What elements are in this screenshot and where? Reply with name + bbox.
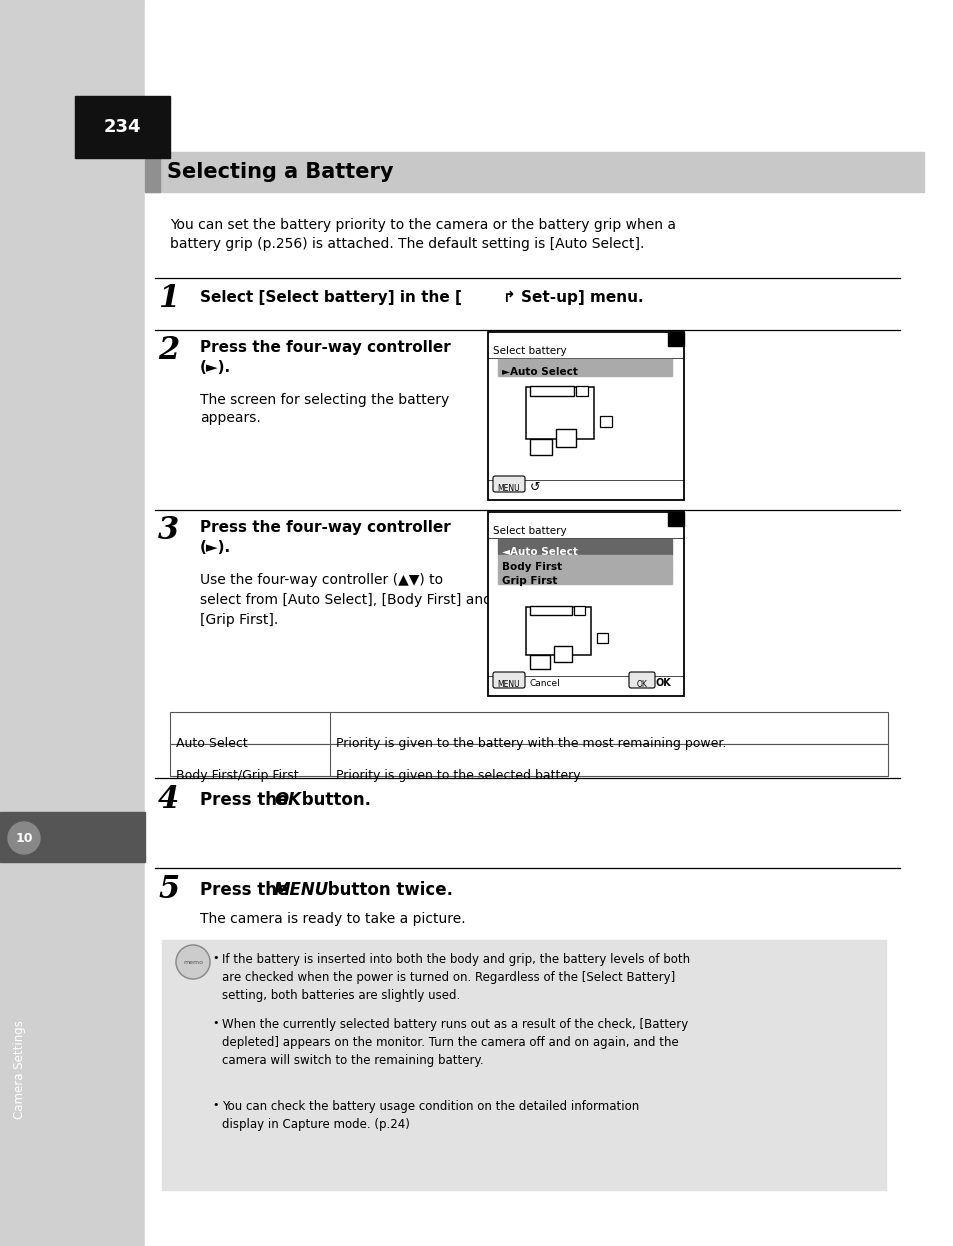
Bar (170, 711, 887, 744)
Text: OK: OK (636, 680, 647, 689)
Text: Use the four-way controller (▲▼) to
select from [Auto Select], [Body First] and
: Use the four-way controller (▲▼) to sele… (200, 573, 492, 627)
Text: ►Auto Select: ►Auto Select (501, 368, 578, 378)
Text: Press the four-way controller: Press the four-way controller (200, 340, 450, 355)
Bar (525, 607, 590, 655)
Text: Press the four-way controller: Press the four-way controller (200, 520, 450, 535)
Text: Selecting a Battery: Selecting a Battery (167, 162, 393, 182)
Bar (75, 96, 170, 158)
Circle shape (8, 822, 40, 854)
Text: •: • (212, 1100, 218, 1110)
Text: OK: OK (274, 791, 301, 809)
Text: Select battery: Select battery (493, 526, 566, 536)
Bar (576, 386, 587, 396)
Bar (145, 152, 160, 192)
Bar (488, 512, 683, 697)
Text: ↱ Set-up] menu.: ↱ Set-up] menu. (502, 290, 643, 305)
Bar (145, 0, 953, 1246)
Bar (554, 645, 572, 662)
Text: 234: 234 (103, 118, 141, 136)
Bar (525, 388, 594, 439)
FancyBboxPatch shape (628, 672, 655, 688)
Text: battery grip (p.256) is attached. The default setting is [Auto Select].: battery grip (p.256) is attached. The de… (170, 237, 643, 250)
Text: Priority is given to the selected battery.: Priority is given to the selected batter… (335, 769, 582, 782)
Bar (530, 606, 572, 616)
Text: 4: 4 (158, 784, 179, 815)
Text: If the battery is inserted into both the body and grip, the battery levels of bo: If the battery is inserted into both the… (222, 953, 689, 1002)
Bar (497, 359, 671, 376)
Bar (556, 429, 576, 447)
Text: Body First/Grip First: Body First/Grip First (175, 769, 298, 782)
Bar (497, 569, 671, 584)
Text: appears.: appears. (200, 411, 260, 425)
Text: (►).: (►). (200, 360, 231, 375)
Text: ◄Auto Select: ◄Auto Select (501, 547, 578, 557)
Text: 5: 5 (158, 873, 179, 905)
Text: OK: OK (656, 678, 671, 688)
Text: You can check the battery usage condition on the detailed information
display in: You can check the battery usage conditio… (222, 1100, 639, 1131)
Circle shape (175, 944, 210, 979)
Text: Auto Select: Auto Select (175, 736, 248, 750)
Text: memo: memo (183, 959, 203, 964)
Text: •: • (212, 953, 218, 963)
Text: button twice.: button twice. (322, 881, 453, 900)
Text: Select [Select battery] in the [: Select [Select battery] in the [ (200, 290, 461, 305)
Bar (530, 386, 574, 396)
Text: Select battery: Select battery (493, 346, 566, 356)
Bar (488, 331, 683, 500)
Bar (497, 540, 671, 554)
Bar (530, 655, 550, 669)
Text: Camera Settings: Camera Settings (13, 1020, 27, 1119)
Text: 10: 10 (15, 831, 32, 845)
Bar (0, 0, 145, 1246)
Text: You can set the battery priority to the camera or the battery grip when a: You can set the battery priority to the … (170, 218, 676, 232)
Bar (574, 606, 584, 616)
Bar (162, 939, 885, 1190)
Text: 3: 3 (158, 515, 179, 546)
Bar (667, 512, 683, 526)
Bar (170, 744, 887, 776)
Text: 2: 2 (158, 335, 179, 366)
Text: MENU: MENU (497, 680, 519, 689)
Text: Grip First: Grip First (501, 576, 557, 586)
Bar (145, 152, 923, 192)
Text: The screen for selecting the battery: The screen for selecting the battery (200, 392, 449, 407)
Text: ↺: ↺ (530, 481, 540, 493)
Text: When the currently selected battery runs out as a result of the check, [Battery
: When the currently selected battery runs… (222, 1018, 687, 1067)
Text: Body First: Body First (501, 562, 561, 572)
Text: The camera is ready to take a picture.: The camera is ready to take a picture. (200, 912, 465, 926)
Text: (►).: (►). (200, 540, 231, 554)
Bar (0, 812, 145, 862)
Text: Press the: Press the (200, 881, 294, 900)
Text: •: • (212, 1018, 218, 1028)
Bar (530, 439, 552, 455)
Text: Cancel: Cancel (530, 679, 560, 688)
Bar (667, 331, 683, 346)
Bar (597, 633, 607, 643)
Text: MENU: MENU (497, 483, 519, 493)
Text: MENU: MENU (274, 881, 329, 900)
Text: button.: button. (295, 791, 371, 809)
FancyBboxPatch shape (493, 672, 524, 688)
FancyBboxPatch shape (493, 476, 524, 492)
Text: 1: 1 (158, 283, 179, 314)
Text: Priority is given to the battery with the most remaining power.: Priority is given to the battery with th… (335, 736, 725, 750)
Bar (497, 554, 671, 569)
Text: Press the: Press the (200, 791, 294, 809)
Bar (599, 416, 612, 427)
